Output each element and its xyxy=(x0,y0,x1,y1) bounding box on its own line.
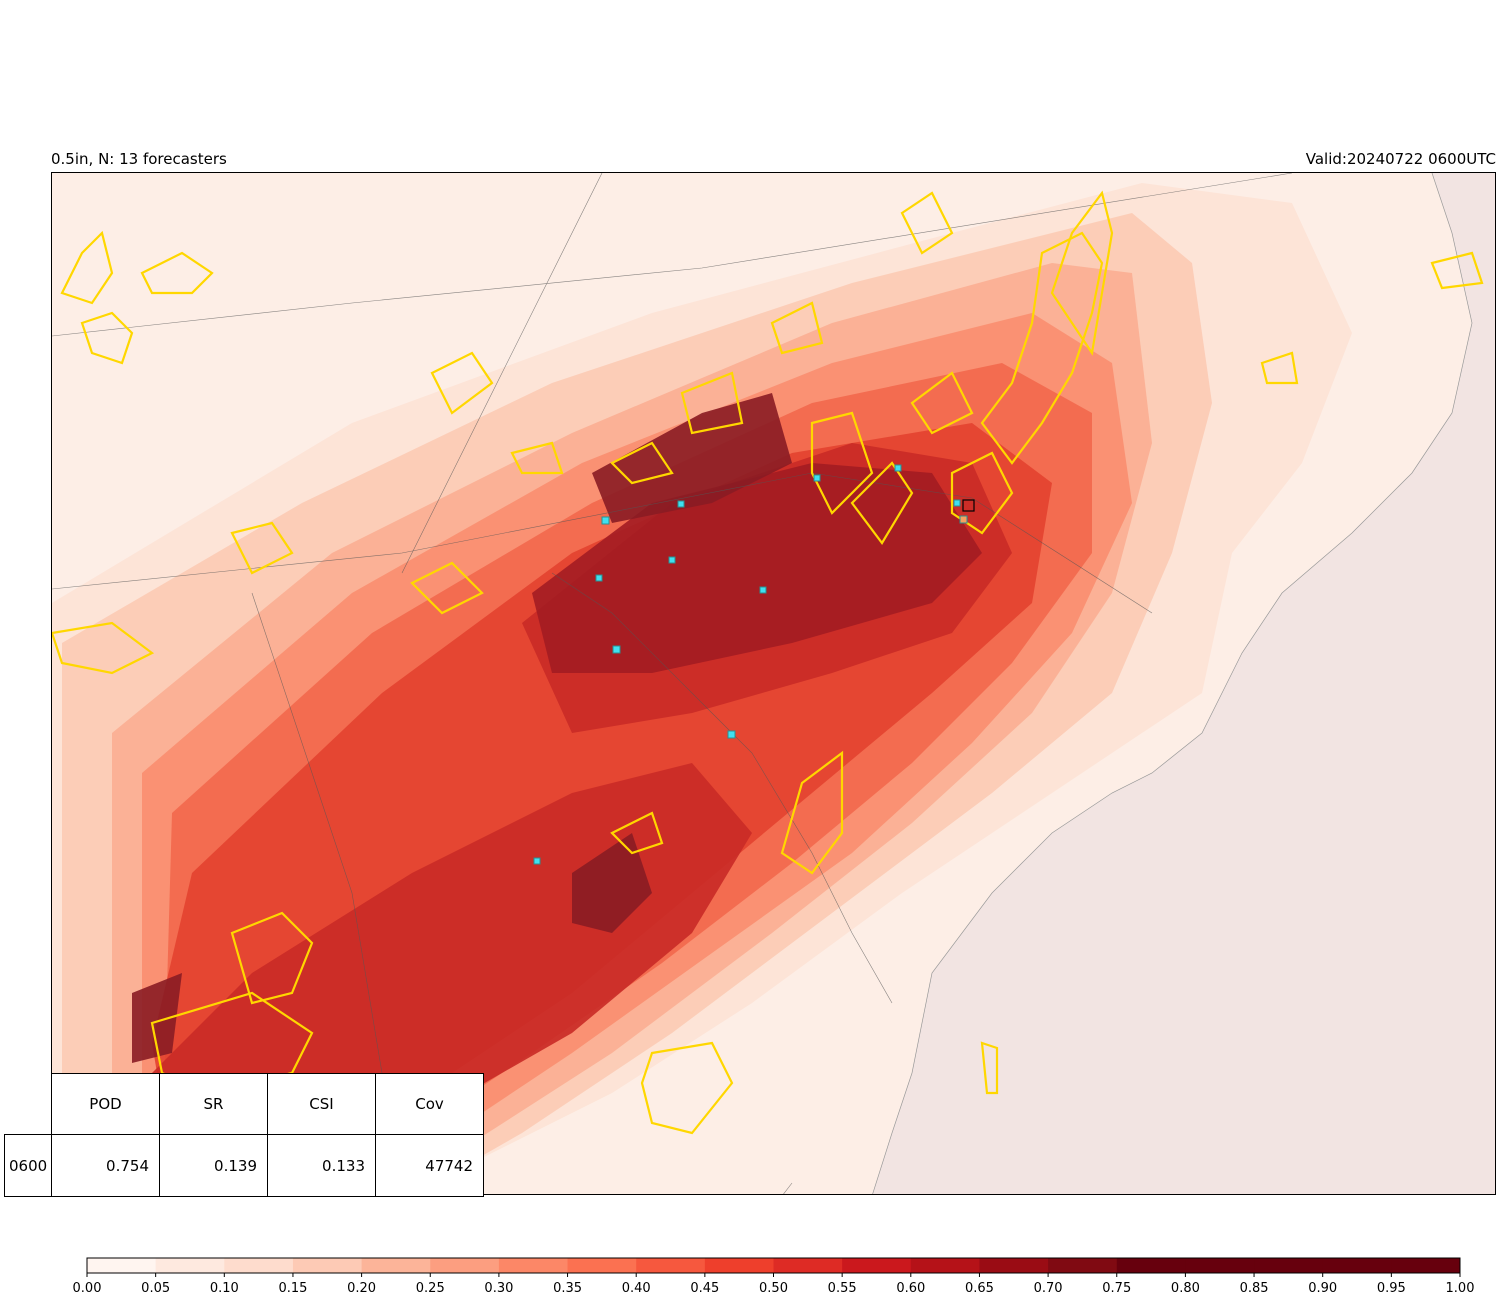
colorbar-tick-label: 1.00 xyxy=(1446,1281,1475,1296)
pod-value: 0.754 xyxy=(51,1134,160,1197)
colorbar-tick-label: 0.40 xyxy=(622,1281,651,1296)
colorbar-tick-label: 0.15 xyxy=(278,1281,307,1296)
colorbar-tick-label: 0.05 xyxy=(141,1281,170,1296)
station-marker[interactable] xyxy=(894,464,902,472)
cov-value: 47742 xyxy=(375,1134,484,1197)
probability-contours xyxy=(52,183,1352,1194)
colorbar-segment xyxy=(910,1258,980,1273)
station-marker[interactable] xyxy=(677,500,685,508)
station-marker[interactable] xyxy=(595,574,603,582)
colorbar-tick-label: 0.90 xyxy=(1308,1281,1337,1296)
colorbar-segment xyxy=(1185,1258,1255,1273)
colorbar-segment xyxy=(292,1258,363,1273)
colorbar-tick-label: 0.45 xyxy=(690,1281,719,1296)
sr-value: 0.139 xyxy=(159,1134,268,1197)
colorbar-tick-label: 0.20 xyxy=(347,1281,376,1296)
colorbar-segment xyxy=(1322,1258,1392,1273)
station-marker[interactable] xyxy=(953,499,961,507)
station-marker[interactable] xyxy=(759,586,767,594)
colorbar-tick-label: 0.25 xyxy=(416,1281,445,1296)
table-header-pod: POD xyxy=(51,1073,160,1135)
colorbar-segment xyxy=(1116,1258,1186,1273)
colorbar-segment xyxy=(1391,1258,1461,1273)
colorbar-tick-label: 0.85 xyxy=(1240,1281,1269,1296)
station-marker[interactable] xyxy=(668,556,676,564)
colorbar-segment xyxy=(1048,1258,1118,1273)
station-marker[interactable] xyxy=(601,516,610,525)
station-markers[interactable] xyxy=(533,464,975,865)
colorbar-tick-label: 0.00 xyxy=(73,1281,102,1296)
station-marker[interactable] xyxy=(533,857,541,865)
colorbar-segment xyxy=(224,1258,294,1273)
colorbar-segment xyxy=(361,1258,431,1273)
colorbar-tick-label: 0.75 xyxy=(1102,1281,1131,1296)
colorbar-tick-label: 0.70 xyxy=(1034,1281,1063,1296)
colorbar-tick-label: 0.95 xyxy=(1377,1281,1406,1296)
table-row-label: 0600 xyxy=(4,1134,52,1197)
colorbar-tick-label: 0.50 xyxy=(759,1281,788,1296)
station-marker[interactable] xyxy=(612,645,621,654)
observed-outlines xyxy=(52,190,1484,1135)
colorbar-segment xyxy=(979,1258,1049,1273)
colorbar: 0.00 0.05 0.10 0.15 0.20 0.25 0.30 0.35 0.40 0.45… xyxy=(73,1257,1475,1296)
colorbar-segment xyxy=(773,1258,843,1273)
probability-map[interactable] xyxy=(51,172,1496,1195)
colorbar-segment xyxy=(498,1258,569,1273)
colorbar-segment xyxy=(1254,1258,1324,1273)
colorbar-tick-label: 0.55 xyxy=(828,1281,857,1296)
ocean-area xyxy=(872,173,1495,1194)
colorbar-segment xyxy=(636,1258,706,1273)
colorbar-segments xyxy=(87,1258,1461,1273)
verification-stats-table: POD SR CSI Cov 0600 0.754 0.139 0.133 47… xyxy=(4,1073,484,1197)
colorbar-segment xyxy=(430,1258,500,1273)
colorbar-segment xyxy=(567,1258,637,1273)
colorbar-tick-label: 0.35 xyxy=(553,1281,582,1296)
map-title-right: Valid:20240722 0600UTC xyxy=(1305,150,1496,168)
colorbar-tick-label: 0.80 xyxy=(1171,1281,1200,1296)
station-marker[interactable] xyxy=(727,730,736,739)
table-header-row: POD SR CSI Cov xyxy=(5,1073,484,1135)
table-row: 0600 0.754 0.139 0.133 47742 xyxy=(4,1134,484,1197)
table-header-sr: SR xyxy=(159,1073,268,1135)
colorbar-ticks: 0.00 0.05 0.10 0.15 0.20 0.25 0.30 0.35 0.40 0.45… xyxy=(73,1273,1475,1296)
selected-station-box[interactable] xyxy=(962,499,975,512)
table-header-csi: CSI xyxy=(267,1073,376,1135)
coastline xyxy=(872,173,1473,1194)
colorbar-segment xyxy=(842,1258,912,1273)
colorbar-segment xyxy=(87,1258,157,1273)
station-marker[interactable] xyxy=(959,515,968,524)
colorbar-segment xyxy=(155,1258,225,1273)
map-title-left: 0.5in, N: 13 forecasters xyxy=(51,150,227,168)
station-marker[interactable] xyxy=(813,474,821,482)
colorbar-segment xyxy=(704,1258,774,1273)
colorbar-tick-label: 0.10 xyxy=(210,1281,239,1296)
colorbar-tick-label: 0.30 xyxy=(484,1281,513,1296)
colorbar-tick-label: 0.60 xyxy=(896,1281,925,1296)
colorbar-tick-label: 0.65 xyxy=(965,1281,994,1296)
table-header-cov: Cov xyxy=(375,1073,484,1135)
csi-value: 0.133 xyxy=(267,1134,376,1197)
